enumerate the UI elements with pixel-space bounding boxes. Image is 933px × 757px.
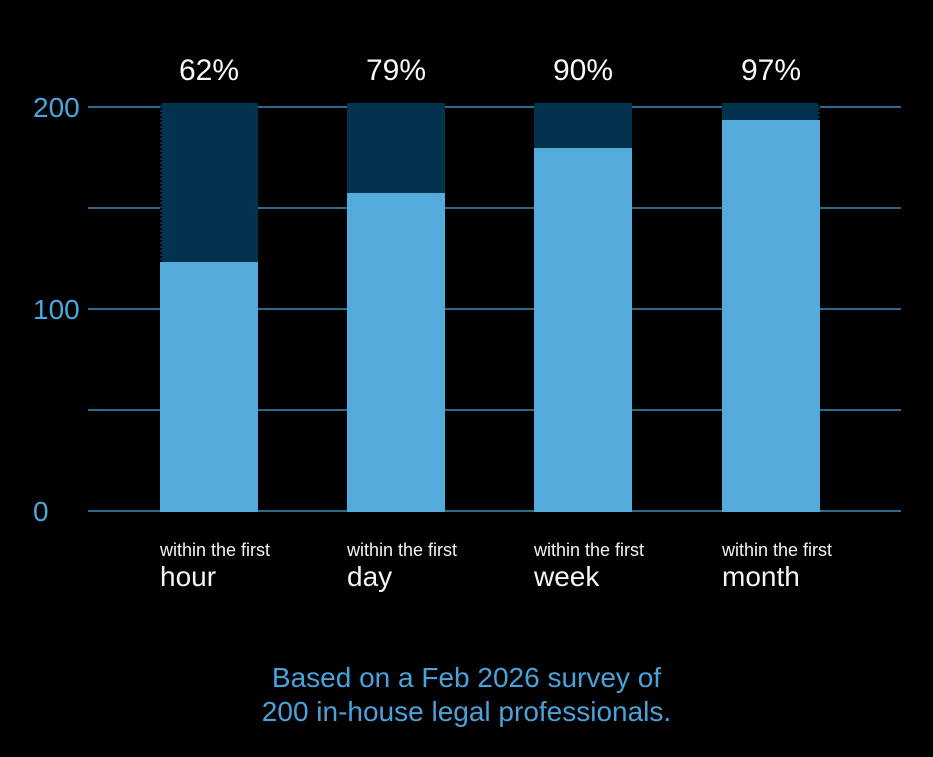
x-axis-baseline (88, 510, 901, 512)
bar-percentage-label: 62% (178, 54, 240, 87)
bar-percentage-label: 90% (552, 54, 614, 87)
bar-category-period: day (347, 561, 393, 592)
bar-category-prefix: within the first (160, 540, 271, 560)
bar-percentage-label: 97% (740, 54, 802, 87)
bar-category-prefix: within the first (722, 540, 833, 560)
bar-category-period: month (722, 561, 800, 592)
bar-segment-value (534, 148, 632, 512)
y-axis-tick-label: 200 (33, 92, 80, 123)
gridline (88, 207, 901, 209)
bar-category-period: week (534, 561, 600, 592)
bar-segment-value (347, 193, 445, 512)
caption-line-2: 200 in-house legal professionals. (261, 696, 672, 727)
bar-segment-remainder (160, 103, 258, 262)
bar-segment-remainder (722, 103, 820, 120)
caption-line-1: Based on a Feb 2026 survey of (271, 662, 662, 693)
bar-segment-value (160, 262, 258, 512)
y-axis-tick-label: 0 (33, 496, 49, 527)
bar-segment-value (722, 120, 820, 512)
gridline (88, 409, 901, 411)
chart-caption: Based on a Feb 2026 survey of 200 in-hou… (0, 661, 933, 729)
bar-category-prefix: within the first (534, 540, 645, 560)
bar-category-period: hour (160, 561, 217, 592)
bar-category-label: within the first week (534, 540, 644, 592)
bar-category-prefix: within the first (347, 540, 458, 560)
bar-category-label: within the first month (722, 540, 832, 592)
bar-category-label: within the first day (347, 540, 457, 592)
bar-percentage-label: 79% (365, 54, 427, 87)
gridline (88, 308, 901, 310)
bar-segment-remainder (534, 103, 632, 148)
gridline (88, 106, 901, 108)
bar-segment-remainder (347, 103, 445, 193)
bar-category-label: within the first hour (160, 540, 270, 592)
y-axis-tick-label: 100 (33, 294, 80, 325)
